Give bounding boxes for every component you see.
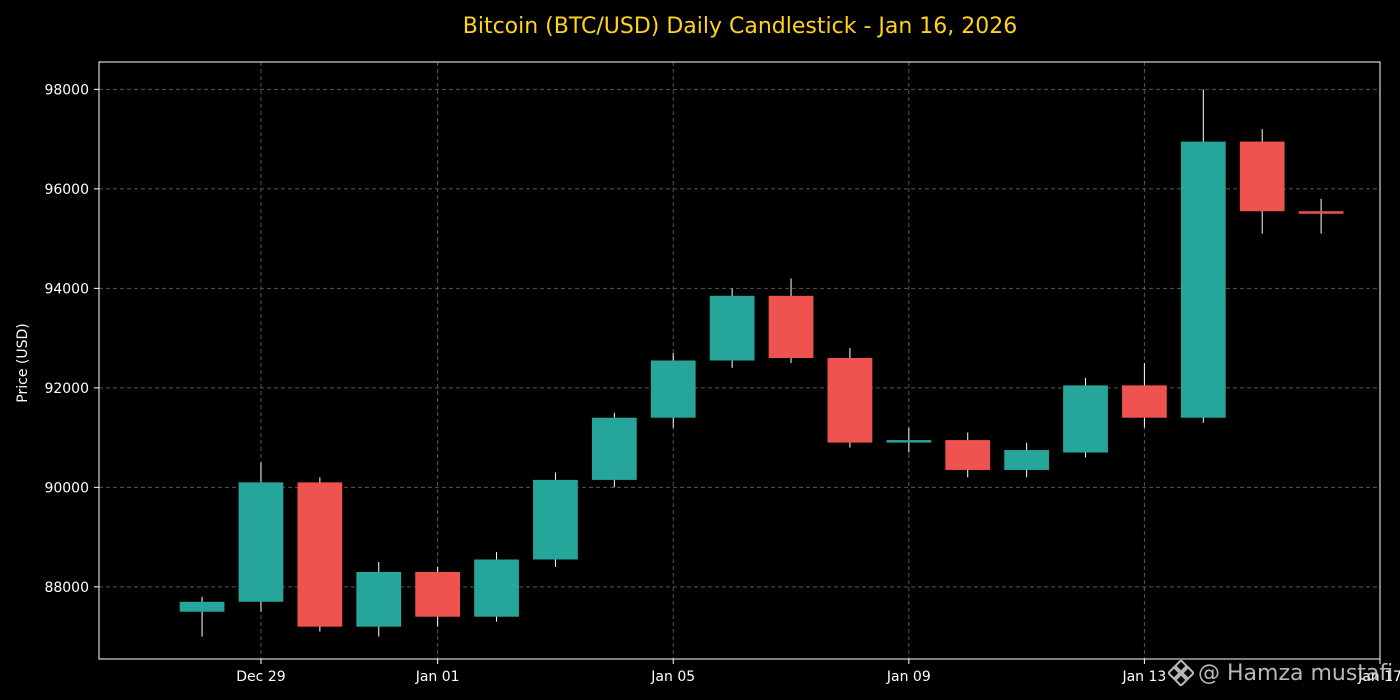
candles xyxy=(179,89,1344,637)
candle xyxy=(533,472,578,567)
y-tick-label: 96000 xyxy=(44,182,89,198)
x-tick-label: Jan 05 xyxy=(650,669,695,685)
candle xyxy=(238,462,284,612)
candle-body xyxy=(297,482,343,627)
diamond-logo-icon xyxy=(1168,660,1194,686)
y-tick-label: 94000 xyxy=(44,281,89,297)
candle-body xyxy=(1004,450,1050,470)
candle xyxy=(415,566,461,627)
candle-body xyxy=(768,295,814,359)
candle xyxy=(650,353,696,428)
candle-body xyxy=(591,417,637,480)
candle-body xyxy=(945,440,991,470)
candle-body xyxy=(474,559,519,617)
candle-body xyxy=(886,440,932,443)
plot-frame xyxy=(98,61,1381,660)
candle xyxy=(1004,442,1050,478)
candle-body xyxy=(1122,385,1167,418)
y-tick-label: 88000 xyxy=(44,580,89,596)
candle-body xyxy=(1298,211,1344,214)
candle xyxy=(179,596,225,637)
y-tick-label: 92000 xyxy=(44,381,89,397)
candle xyxy=(886,427,932,453)
x-tick-label: Jan 01 xyxy=(415,669,460,685)
candle-body xyxy=(650,360,696,418)
candle-body xyxy=(827,358,873,443)
chart-title: Bitcoin (BTC/USD) Daily Candlestick - Ja… xyxy=(463,14,1018,39)
axis-ticks: 88000 90000 92000 94000 96000 98000 Dec 29 Jan … xyxy=(44,82,1400,685)
candle xyxy=(945,432,991,478)
y-tick-label: 98000 xyxy=(44,82,89,98)
candle-body xyxy=(533,479,578,560)
candle-body xyxy=(1180,141,1226,418)
x-tick-label: Jan 09 xyxy=(886,669,931,685)
candle-body xyxy=(1063,385,1108,453)
candle xyxy=(768,278,814,363)
candle xyxy=(827,348,873,448)
candle xyxy=(709,288,755,368)
watermark: @ Hamza mustafi xyxy=(1168,660,1393,686)
x-tick-label: Jan 17 xyxy=(1357,669,1400,685)
candle-body xyxy=(179,601,225,612)
candle-body xyxy=(1239,141,1285,212)
candle xyxy=(474,552,519,622)
candle xyxy=(1239,129,1285,234)
candle-body xyxy=(415,571,461,617)
watermark-text: @ Hamza mustafi xyxy=(1198,660,1394,686)
y-axis-label: Price (USD) xyxy=(15,323,31,402)
candle xyxy=(1063,377,1108,458)
candle xyxy=(356,561,402,637)
y-tick-label: 90000 xyxy=(44,480,89,496)
candle xyxy=(1122,362,1167,428)
x-tick-label: Dec 29 xyxy=(236,669,285,685)
x-tick-label: Jan 13 xyxy=(1121,669,1166,685)
candle-body xyxy=(709,295,755,361)
candle-body xyxy=(356,571,402,627)
candle xyxy=(1298,198,1344,234)
candle-body xyxy=(238,482,284,602)
candle xyxy=(297,477,343,632)
candle xyxy=(1180,89,1226,423)
candle xyxy=(591,412,637,488)
